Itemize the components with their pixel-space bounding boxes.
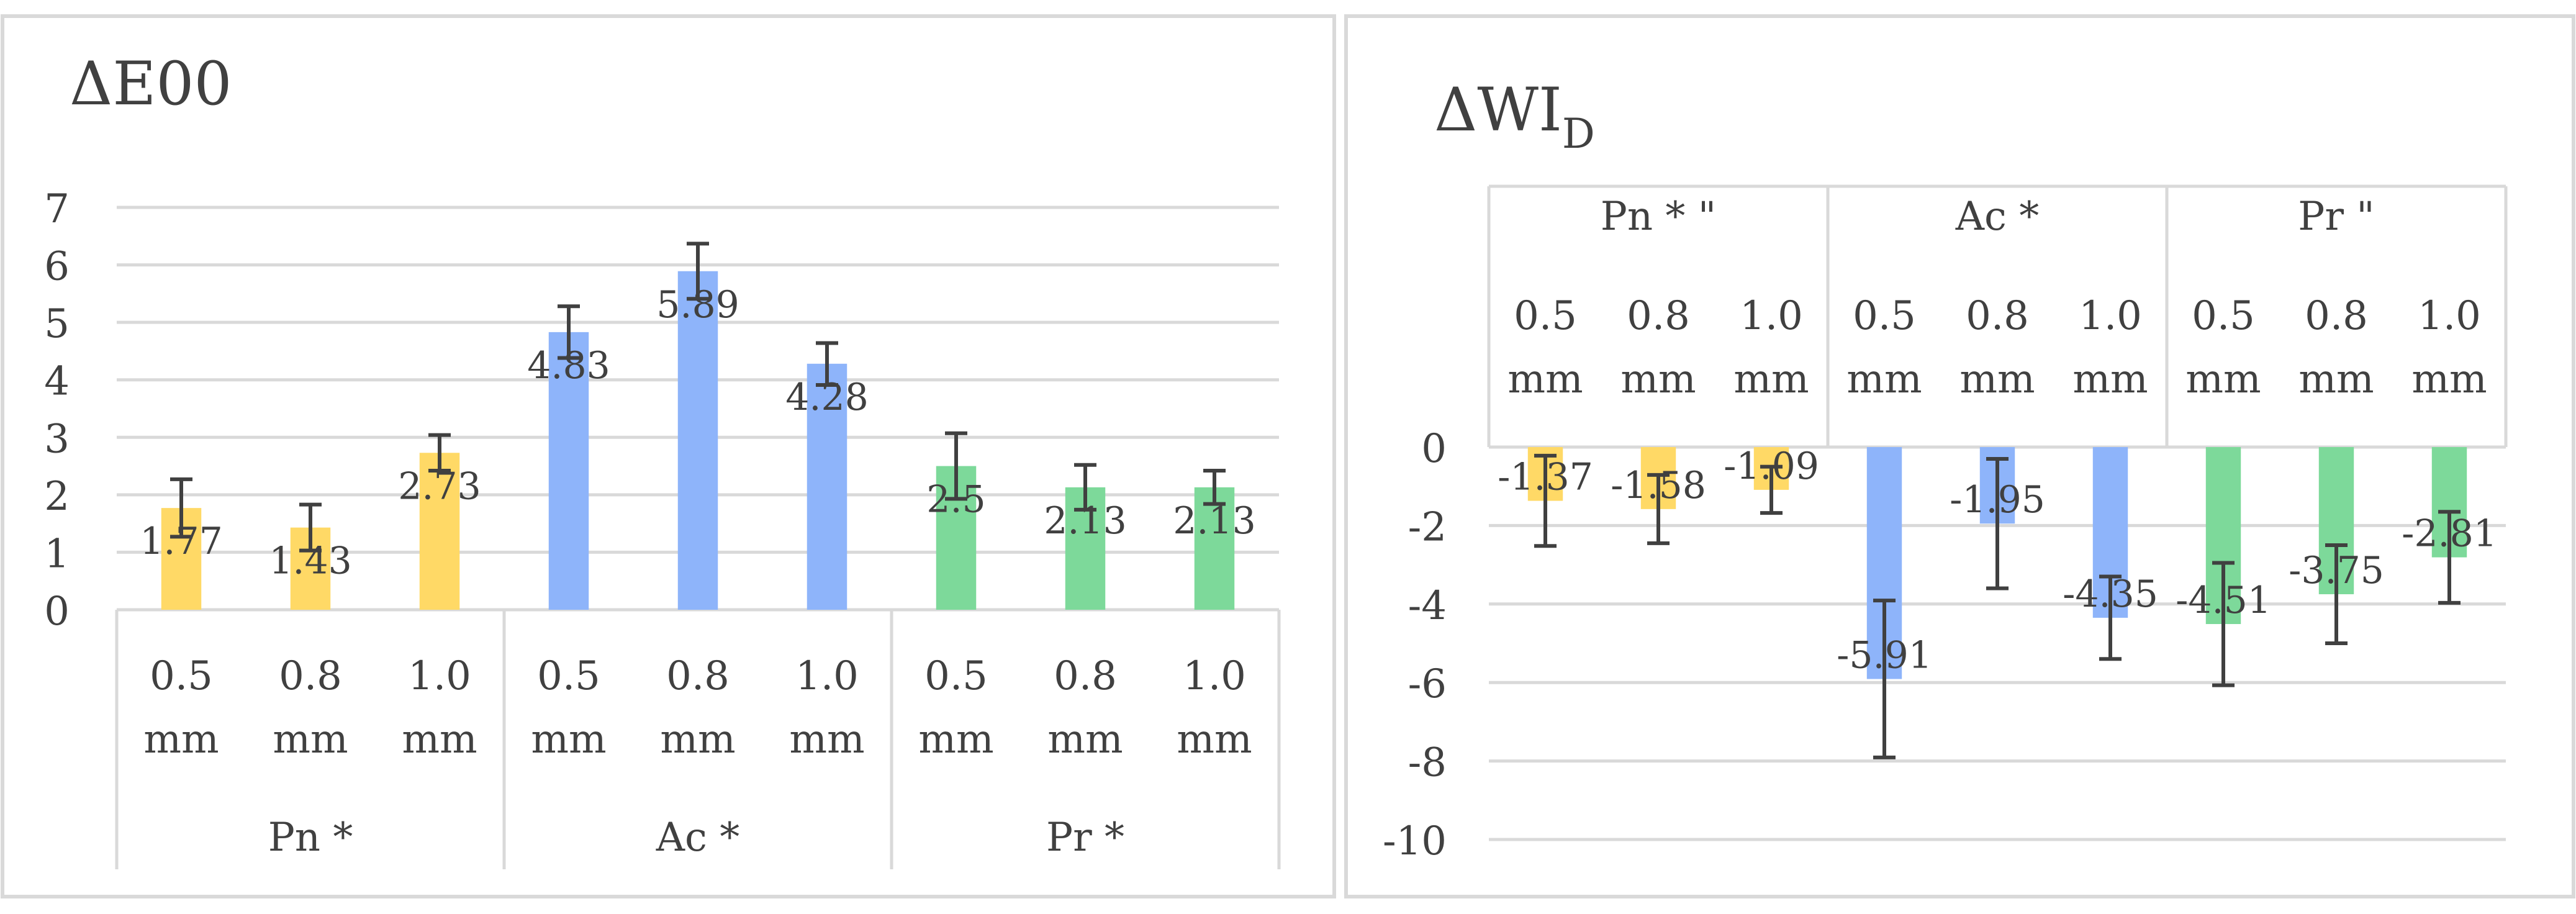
x-tick-unit: mm bbox=[789, 717, 864, 762]
x-group-label: Pr * bbox=[1046, 815, 1124, 861]
bar bbox=[548, 332, 589, 610]
x-group-label: Pn * " bbox=[1601, 194, 1716, 240]
y-tick-label: -8 bbox=[1408, 740, 1447, 786]
y-tick-label: 6 bbox=[44, 244, 70, 290]
x-tick-unit: mm bbox=[2072, 356, 2148, 402]
data-label: -4.51 bbox=[2176, 579, 2271, 622]
x-tick-unit: mm bbox=[2185, 356, 2261, 402]
y-tick-label: -2 bbox=[1408, 504, 1447, 550]
bar bbox=[677, 271, 718, 610]
bar bbox=[1194, 487, 1235, 610]
x-tick-unit: mm bbox=[402, 717, 477, 762]
x-tick-thickness: 0.5 bbox=[2192, 293, 2255, 339]
data-label: 4.83 bbox=[527, 344, 610, 387]
x-tick-unit: mm bbox=[660, 717, 735, 762]
y-tick-label: 0 bbox=[1421, 426, 1447, 472]
x-tick-thickness: 1.0 bbox=[795, 653, 859, 699]
data-label: -3.75 bbox=[2289, 549, 2384, 592]
x-tick-unit: mm bbox=[531, 717, 606, 762]
x-tick-unit: mm bbox=[1733, 356, 1809, 402]
data-label: 2.13 bbox=[1173, 499, 1256, 543]
data-label: 2.13 bbox=[1044, 499, 1127, 543]
x-tick-unit: mm bbox=[1177, 717, 1252, 762]
x-tick-thickness: 0.8 bbox=[666, 653, 730, 699]
x-tick-thickness: 0.8 bbox=[1966, 293, 2029, 339]
x-tick-unit: mm bbox=[2298, 356, 2374, 402]
x-tick-thickness: 0.8 bbox=[1054, 653, 1117, 699]
x-group-label: Pr " bbox=[2298, 194, 2374, 240]
data-label: -1.58 bbox=[1611, 464, 1706, 507]
data-label: 4.28 bbox=[785, 376, 869, 419]
x-tick-thickness: 0.5 bbox=[150, 653, 213, 699]
data-label: -1.95 bbox=[1950, 478, 2045, 522]
x-tick-unit: mm bbox=[1620, 356, 1696, 402]
y-tick-label: 0 bbox=[44, 589, 70, 635]
data-label: -1.09 bbox=[1724, 445, 1819, 488]
x-tick-thickness: 0.8 bbox=[2305, 293, 2368, 339]
y-tick-label: -4 bbox=[1408, 583, 1447, 629]
right-chart-title-subscript: D bbox=[1562, 110, 1595, 158]
data-label: -5.91 bbox=[1837, 634, 1932, 677]
y-tick-label: -6 bbox=[1408, 661, 1447, 707]
x-tick-thickness: 0.5 bbox=[1514, 293, 1577, 339]
data-label: -2.81 bbox=[2402, 512, 2497, 556]
x-tick-thickness: 1.0 bbox=[2079, 293, 2142, 339]
x-tick-unit: mm bbox=[2411, 356, 2487, 402]
right-chart-title-main: ΔWI bbox=[1434, 75, 1562, 145]
x-group-label: Ac * bbox=[656, 815, 739, 861]
x-tick-thickness: 1.0 bbox=[1183, 653, 1246, 699]
data-label: 1.77 bbox=[140, 520, 223, 563]
x-tick-unit: mm bbox=[918, 717, 993, 762]
bar bbox=[807, 363, 847, 610]
data-label: 2.73 bbox=[398, 464, 481, 508]
x-tick-unit: mm bbox=[1507, 356, 1583, 402]
x-tick-unit: mm bbox=[1846, 356, 1922, 402]
y-tick-label: -10 bbox=[1383, 818, 1447, 864]
data-label: 1.43 bbox=[269, 540, 352, 583]
bar bbox=[419, 453, 460, 610]
left-chart-plot: 0 1 2 3 4 5 6 7 1.77 0.5 mm 1.43 0.8 mm 2.73 1.0 mm Pn * 4… bbox=[44, 186, 1281, 869]
x-tick-unit: mm bbox=[273, 717, 348, 762]
y-tick-label: 5 bbox=[44, 301, 70, 347]
y-tick-label: 3 bbox=[44, 416, 70, 462]
data-label: -1.37 bbox=[1498, 456, 1593, 499]
x-tick-thickness: 0.5 bbox=[537, 653, 600, 699]
x-group-label: Ac * bbox=[1955, 194, 2039, 240]
data-label: 5.89 bbox=[656, 283, 739, 327]
x-tick-thickness: 0.8 bbox=[279, 653, 342, 699]
x-tick-unit: mm bbox=[1959, 356, 2035, 402]
x-group-label: Pn * bbox=[268, 815, 353, 861]
left-chart-frame bbox=[1, 14, 1336, 898]
right-chart-plot: -10 -8 -6 -4 -2 0 -1.37 0.5 mm -1.58 0.8 mm -1.09 1.0… bbox=[1383, 184, 2508, 864]
x-tick-thickness: 0.5 bbox=[924, 653, 988, 699]
right-chart-title: ΔWID bbox=[1434, 75, 1595, 158]
x-tick-unit: mm bbox=[143, 717, 219, 762]
x-tick-thickness: 1.0 bbox=[2418, 293, 2481, 339]
left-chart-title: ΔE00 bbox=[70, 49, 232, 119]
y-tick-label: 7 bbox=[44, 186, 70, 232]
y-tick-label: 1 bbox=[44, 531, 70, 577]
x-tick-thickness: 1.0 bbox=[408, 653, 471, 699]
y-tick-label: 4 bbox=[44, 359, 70, 405]
y-tick-label: 2 bbox=[44, 474, 70, 520]
data-label: 2.5 bbox=[926, 478, 985, 522]
x-tick-thickness: 1.0 bbox=[1740, 293, 1803, 339]
x-tick-thickness: 0.5 bbox=[1853, 293, 1916, 339]
data-label: -4.35 bbox=[2063, 572, 2158, 616]
x-tick-thickness: 0.8 bbox=[1627, 293, 1690, 339]
x-tick-unit: mm bbox=[1047, 717, 1123, 762]
